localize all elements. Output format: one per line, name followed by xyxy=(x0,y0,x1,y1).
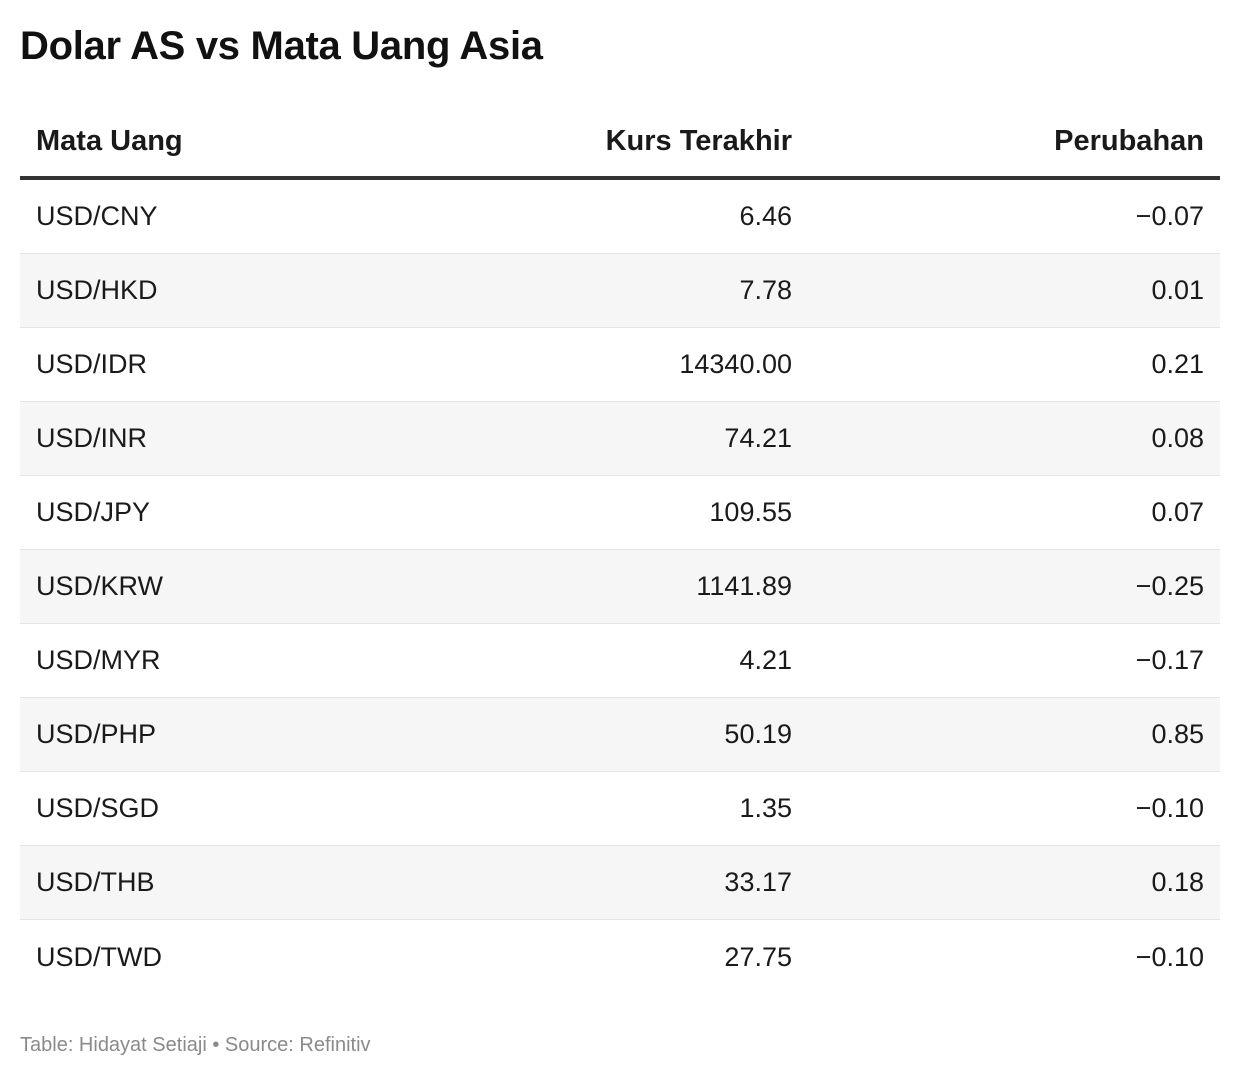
table-header: Mata Uang Kurs Terakhir Perubahan xyxy=(20,106,1220,180)
cell-currency-pair: USD/PHP xyxy=(36,719,157,749)
cell-last-rate: 74.21 xyxy=(724,423,792,453)
footer-source: Source: Refinitiv xyxy=(224,1034,371,1056)
cell-last-rate: 4.21 xyxy=(739,645,792,675)
cell-currency-pair: USD/KRW xyxy=(36,571,164,601)
table-row: USD/TWD 27.75 −0.10 xyxy=(20,920,1220,994)
cell-currency-pair: USD/THB xyxy=(36,867,155,897)
table-row: USD/KRW 1141.89 −0.25 xyxy=(20,550,1220,624)
cell-change: −0.07 xyxy=(1135,201,1204,231)
cell-currency-pair: USD/INR xyxy=(36,423,148,453)
cell-change: 0.08 xyxy=(1151,423,1204,453)
table-row: USD/IDR 14340.00 0.21 xyxy=(20,328,1220,402)
table-row: USD/PHP 50.19 0.85 xyxy=(20,698,1220,772)
footer-credit: Table: Hidayat Setiaji xyxy=(20,1034,207,1056)
table-row: USD/CNY 6.46 −0.07 xyxy=(20,180,1220,254)
cell-currency-pair: USD/JPY xyxy=(36,497,151,527)
cell-change: −0.17 xyxy=(1135,645,1204,675)
cell-change: 0.18 xyxy=(1151,867,1204,897)
table-row: USD/INR 74.21 0.08 xyxy=(20,402,1220,476)
column-header-change: Perubahan xyxy=(1054,124,1204,157)
cell-change: −0.25 xyxy=(1135,571,1204,601)
table-row: USD/JPY 109.55 0.07 xyxy=(20,476,1220,550)
cell-currency-pair: USD/HKD xyxy=(36,275,158,305)
table-footer: Table: Hidayat Setiaji • Source: Refinit… xyxy=(20,1034,371,1057)
cell-change: 0.01 xyxy=(1151,275,1204,305)
cell-last-rate: 33.17 xyxy=(724,867,792,897)
column-header-currency: Mata Uang xyxy=(36,124,183,157)
table-row: USD/THB 33.17 0.18 xyxy=(20,846,1220,920)
cell-last-rate: 14340.00 xyxy=(679,349,792,379)
cell-change: −0.10 xyxy=(1135,941,1204,972)
cell-change: 0.85 xyxy=(1151,719,1204,749)
cell-last-rate: 50.19 xyxy=(724,719,792,749)
cell-currency-pair: USD/TWD xyxy=(36,941,162,972)
cell-last-rate: 1141.89 xyxy=(696,571,792,601)
exchange-rate-table: Mata Uang Kurs Terakhir Perubahan USD/CN… xyxy=(20,106,1220,994)
cell-currency-pair: USD/MYR xyxy=(36,645,161,675)
cell-last-rate: 1.35 xyxy=(739,793,792,823)
cell-change: −0.10 xyxy=(1135,793,1204,823)
footer-separator: • xyxy=(212,1034,220,1056)
cell-last-rate: 27.75 xyxy=(724,941,792,972)
column-header-rate: Kurs Terakhir xyxy=(605,124,792,157)
cell-currency-pair: USD/SGD xyxy=(36,793,160,823)
cell-last-rate: 7.78 xyxy=(739,275,792,305)
cell-last-rate: 109.55 xyxy=(709,497,792,527)
cell-change: 0.07 xyxy=(1151,497,1204,527)
cell-change: 0.21 xyxy=(1151,349,1204,379)
table-row: USD/HKD 7.78 0.01 xyxy=(20,254,1220,328)
table-row: USD/MYR 4.21 −0.17 xyxy=(20,624,1220,698)
table-body: USD/CNY 6.46 −0.07 USD/HKD 7.78 0.01 USD/IDR 14… xyxy=(20,180,1220,994)
table-row: USD/SGD 1.35 −0.10 xyxy=(20,772,1220,846)
cell-last-rate: 6.46 xyxy=(739,201,792,231)
chart-title: Dolar AS vs Mata Uang Asia xyxy=(20,24,543,68)
cell-currency-pair: USD/CNY xyxy=(36,201,158,231)
cell-currency-pair: USD/IDR xyxy=(36,349,148,379)
